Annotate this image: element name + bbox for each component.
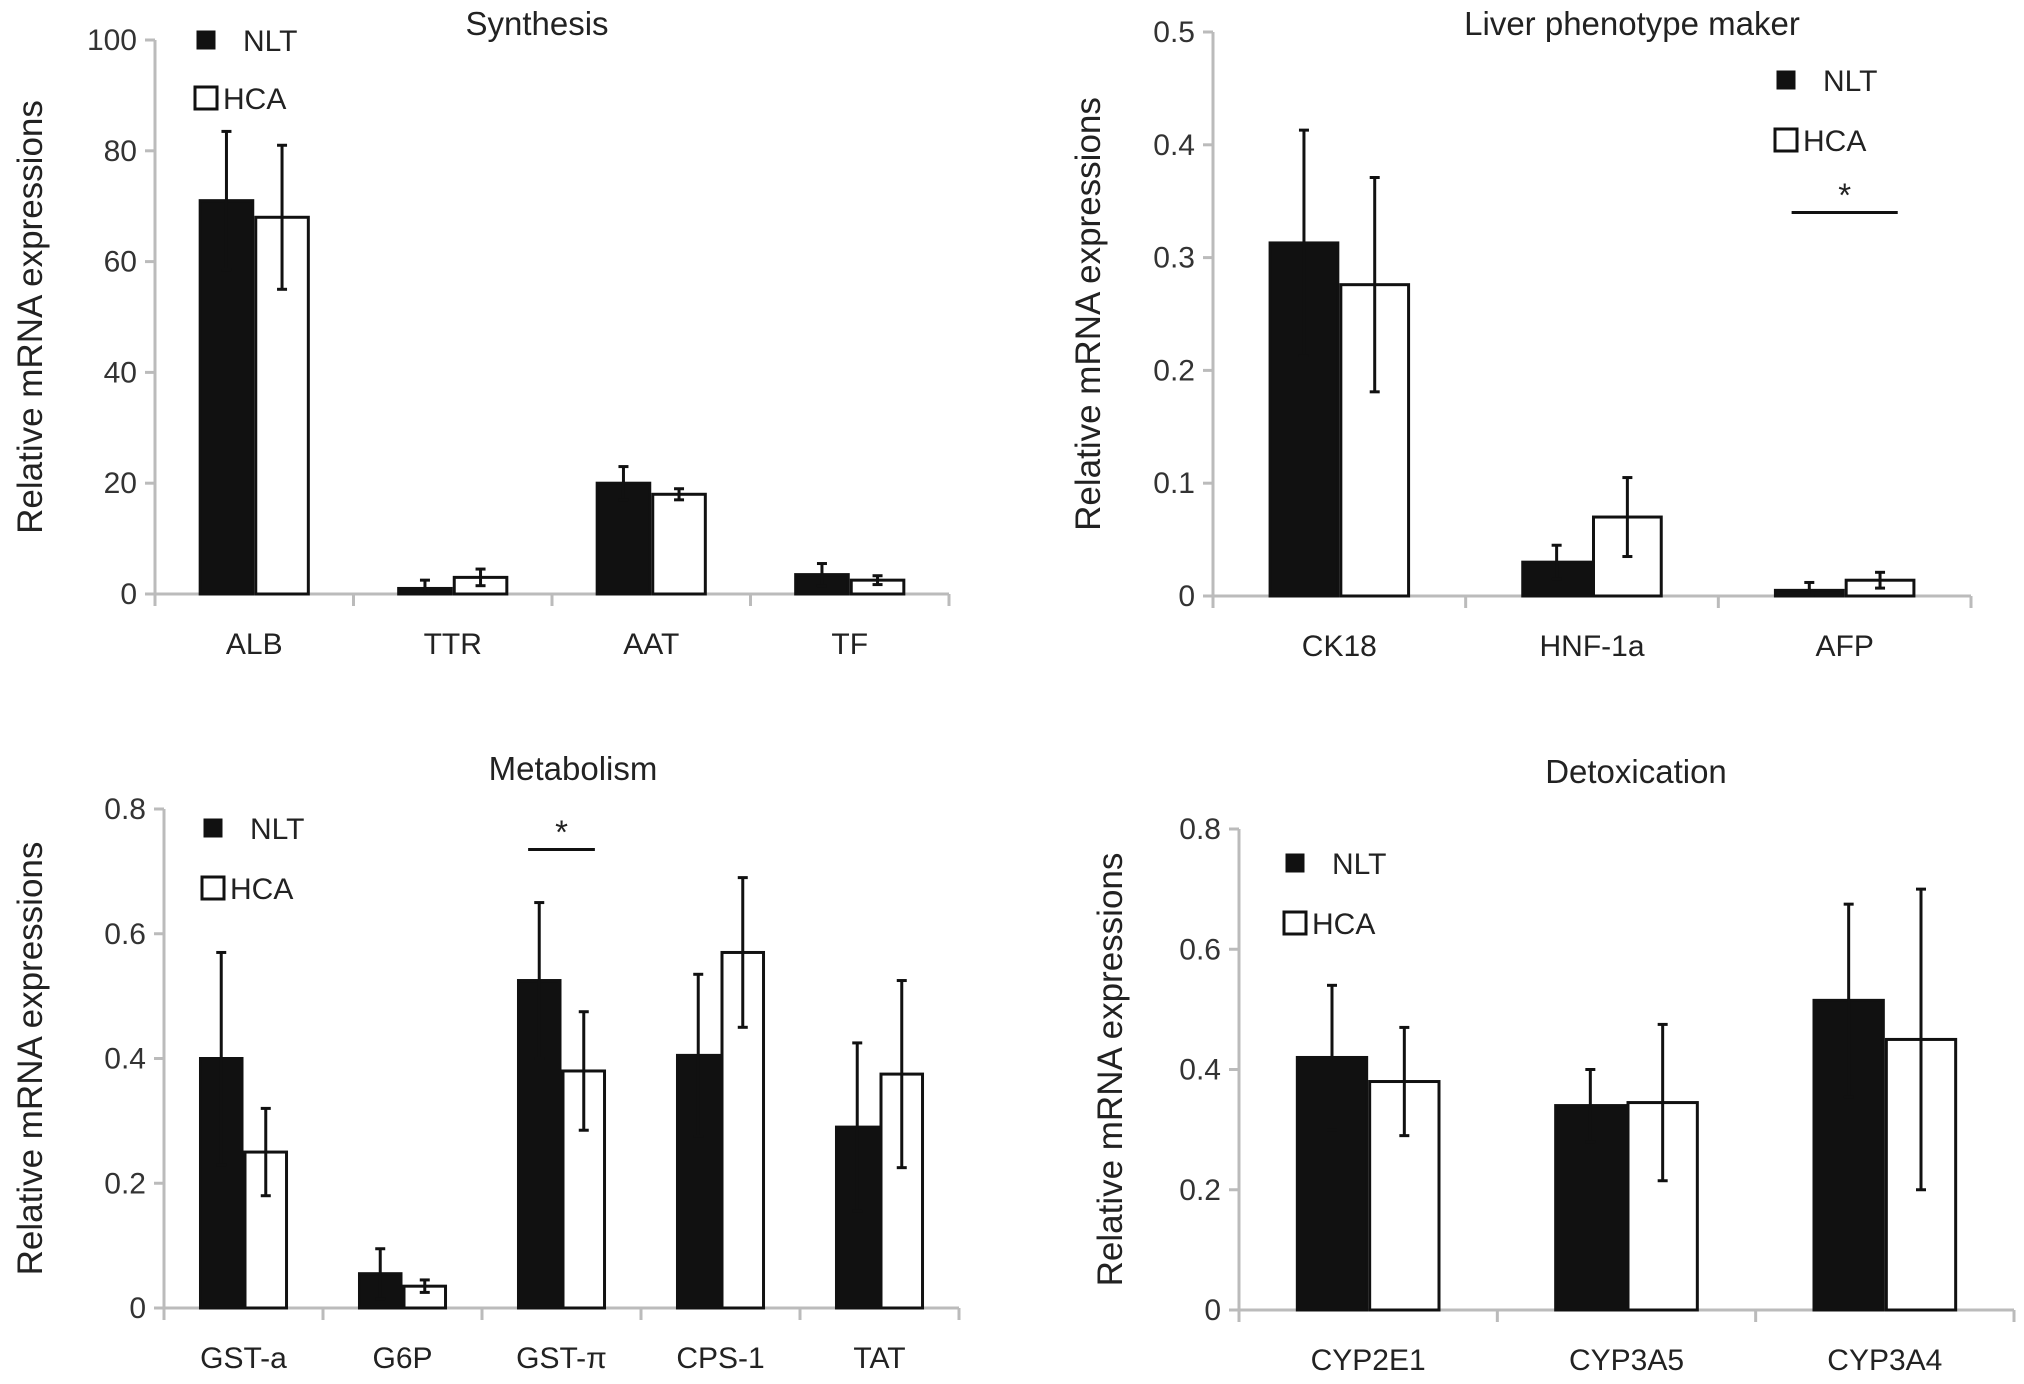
y-axis-label: Relative mRNA expressions bbox=[1091, 853, 1130, 1287]
y-axis-label: Relative mRNA expressions bbox=[1069, 97, 1108, 531]
category-label: GST-π bbox=[516, 1342, 607, 1375]
category-label: G6P bbox=[372, 1342, 432, 1375]
category-label: TF bbox=[831, 628, 868, 661]
legend-swatch-hca bbox=[1773, 127, 1799, 153]
category-label: CPS-1 bbox=[676, 1342, 764, 1375]
category-label: CK18 bbox=[1302, 630, 1377, 663]
y-tick-label: 100 bbox=[87, 24, 137, 57]
chart-0: Synthesis Relative mRNA expressions 0 20 40 6… bbox=[11, 5, 951, 661]
bar-hca-cyp3a5 bbox=[1626, 1101, 1699, 1312]
category-label: AAT bbox=[623, 628, 679, 661]
chart-title: Metabolism bbox=[489, 750, 658, 787]
y-tick-label: 0.4 bbox=[104, 1043, 146, 1076]
chart-title: Liver phenotype maker bbox=[1464, 5, 1800, 42]
chart-1: Liver phenotype maker Relative mRNA expre… bbox=[1069, 5, 1973, 663]
y-tick-label: 0 bbox=[120, 578, 137, 611]
category-label: TTR bbox=[424, 628, 482, 661]
y-tick-label: 0 bbox=[1204, 1294, 1221, 1327]
category-label: CYP2E1 bbox=[1311, 1344, 1426, 1377]
legend-label-nlt: NLT bbox=[1332, 848, 1386, 881]
chart-3: Detoxication Relative mRNA expressions 0 0.… bbox=[1091, 753, 2016, 1377]
legend-swatch-nlt bbox=[1776, 70, 1796, 90]
bar-nlt-alb bbox=[198, 199, 255, 596]
legend-label-hca: HCA bbox=[230, 873, 293, 906]
y-tick-label: 0.6 bbox=[1179, 933, 1221, 966]
legend-swatch-nlt bbox=[1285, 853, 1305, 873]
y-tick-label: 0.4 bbox=[1153, 129, 1195, 162]
y-tick-label: 20 bbox=[104, 467, 137, 500]
y-tick-label: 40 bbox=[104, 356, 137, 389]
y-tick-label: 80 bbox=[104, 135, 137, 168]
chart-title: Detoxication bbox=[1545, 753, 1727, 790]
category-label: GST-a bbox=[200, 1342, 287, 1375]
y-tick-label: 0.6 bbox=[104, 918, 146, 951]
category-label: CYP3A5 bbox=[1569, 1344, 1684, 1377]
category-label: AFP bbox=[1815, 630, 1873, 663]
legend-swatch-hca bbox=[200, 875, 226, 901]
y-tick-label: 0.4 bbox=[1179, 1054, 1221, 1087]
y-tick-label: 0.3 bbox=[1153, 242, 1195, 275]
legend-label-nlt: NLT bbox=[243, 25, 297, 58]
legend-swatch-nlt bbox=[203, 818, 223, 838]
legend-swatch-hca bbox=[1282, 910, 1308, 936]
chart-title: Synthesis bbox=[465, 5, 608, 42]
legend-label-hca: HCA bbox=[1312, 908, 1375, 941]
y-axis-label: Relative mRNA expressions bbox=[11, 842, 50, 1276]
legend-label-hca: HCA bbox=[1803, 125, 1866, 158]
y-tick-label: 0.5 bbox=[1153, 16, 1195, 49]
y-tick-label: 0.8 bbox=[1179, 813, 1221, 846]
bar-nlt-tat bbox=[834, 1125, 880, 1310]
y-tick-label: 0.1 bbox=[1153, 467, 1195, 500]
significance-marker: * bbox=[555, 814, 568, 851]
legend-label-nlt: NLT bbox=[250, 813, 304, 846]
legend-label-nlt: NLT bbox=[1823, 65, 1877, 98]
legend-swatch-hca bbox=[193, 85, 219, 111]
legend-swatch-nlt bbox=[196, 30, 216, 50]
bar-nlt-cyp2e1 bbox=[1295, 1055, 1369, 1312]
bar-nlt-aat bbox=[595, 481, 652, 596]
y-tick-label: 0.2 bbox=[104, 1167, 146, 1200]
significance-marker: * bbox=[1838, 176, 1851, 213]
y-tick-label: 0.2 bbox=[1179, 1174, 1221, 1207]
category-label: HNF-1a bbox=[1539, 630, 1644, 663]
y-tick-label: 0 bbox=[1178, 580, 1195, 613]
y-tick-label: 0.2 bbox=[1153, 354, 1195, 387]
y-tick-label: 0 bbox=[129, 1292, 146, 1325]
legend-label-hca: HCA bbox=[223, 83, 286, 116]
bar-hca-aat bbox=[651, 492, 707, 596]
y-tick-label: 0.8 bbox=[104, 793, 146, 826]
category-label: CYP3A4 bbox=[1827, 1344, 1942, 1377]
category-label: TAT bbox=[853, 1342, 905, 1375]
y-tick-label: 60 bbox=[104, 246, 137, 279]
category-label: ALB bbox=[226, 628, 283, 661]
y-axis-label: Relative mRNA expressions bbox=[11, 100, 50, 534]
chart-2: Metabolism Relative mRNA expressions 0 0.2 0… bbox=[11, 750, 961, 1375]
